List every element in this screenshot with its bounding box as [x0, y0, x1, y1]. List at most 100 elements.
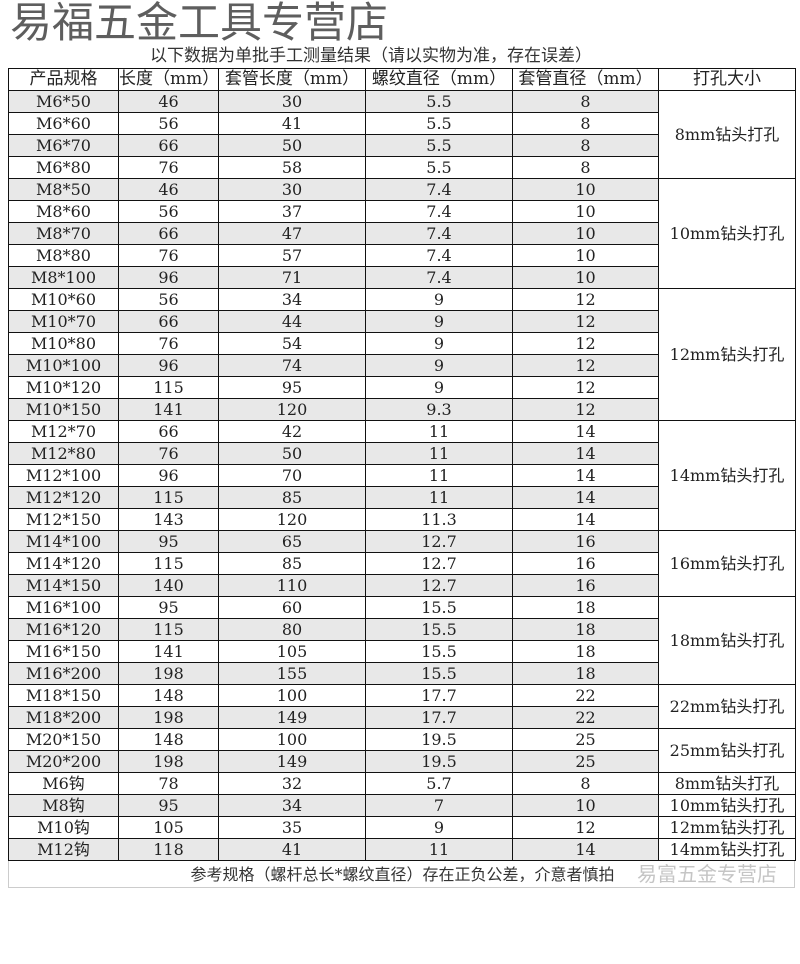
cell-thread-diameter: 9: [365, 332, 513, 355]
cell-sleeve-length: 71: [218, 266, 366, 289]
cell-sleeve-length: 80: [218, 618, 366, 641]
cell-thread-diameter: 5.5: [365, 112, 513, 135]
table-container: 产品规格 长度（mm） 套管长度（mm） 螺纹直径（mm） 套管直径（mm） 打…: [8, 68, 796, 888]
cell-drill-size: 10mm钻头打孔: [658, 178, 796, 289]
cell-sleeve-diameter: 12: [512, 398, 659, 421]
cell-length: 78: [118, 772, 219, 795]
cell-spec: M18*200: [8, 706, 119, 729]
cell-length: 198: [118, 706, 219, 729]
cell-sleeve-diameter: 22: [512, 684, 659, 707]
table-row: M10*120 115 95 9 12: [8, 376, 796, 399]
cell-sleeve-length: 105: [218, 640, 366, 663]
cell-sleeve-length: 85: [218, 552, 366, 575]
cell-thread-diameter: 11: [365, 442, 513, 465]
cell-sleeve-diameter: 8: [512, 156, 659, 179]
cell-thread-diameter: 5.5: [365, 156, 513, 179]
cell-spec: M10*120: [8, 376, 119, 399]
cell-sleeve-diameter: 12: [512, 816, 659, 839]
table-row: M12*80 76 50 11 14: [8, 442, 796, 465]
table-row: M12*70 66 42 11 14 14mm钻头打孔: [8, 420, 796, 531]
cell-sleeve-length: 95: [218, 376, 366, 399]
cell-spec: M8钩: [8, 794, 119, 817]
cell-thread-diameter: 11.3: [365, 508, 513, 531]
cell-thread-diameter: 19.5: [365, 728, 513, 751]
cell-spec: M20*150: [8, 728, 119, 751]
cell-sleeve-diameter: 25: [512, 728, 659, 751]
cell-length: 96: [118, 354, 219, 377]
cell-thread-diameter: 7.4: [365, 222, 513, 245]
cell-thread-diameter: 12.7: [365, 574, 513, 597]
cell-thread-diameter: 7.4: [365, 244, 513, 267]
cell-spec: M10*150: [8, 398, 119, 421]
cell-length: 115: [118, 486, 219, 509]
cell-spec: M6*80: [8, 156, 119, 179]
table-row: M10钩 105 35 9 12 12mm钻头打孔: [8, 816, 796, 839]
cell-sleeve-length: 30: [218, 178, 366, 201]
cell-length: 76: [118, 156, 219, 179]
cell-spec: M10*80: [8, 332, 119, 355]
cell-spec: M16*200: [8, 662, 119, 685]
cell-thread-diameter: 15.5: [365, 618, 513, 641]
cell-spec: M6*60: [8, 112, 119, 135]
cell-length: 148: [118, 684, 219, 707]
table-row: M14*100 95 65 12.7 16 16mm钻头打孔: [8, 530, 796, 597]
cell-sleeve-length: 30: [218, 90, 366, 113]
cell-sleeve-diameter: 14: [512, 442, 659, 465]
cell-spec: M14*150: [8, 574, 119, 597]
cell-sleeve-diameter: 8: [512, 112, 659, 135]
table-body: M6*50 46 30 5.5 8 8mm钻头打孔 M6*60 56 41 5.5 8 M6*70 66…: [8, 90, 796, 861]
table-row: M6*80 76 58 5.5 8: [8, 156, 796, 179]
cell-sleeve-diameter: 12: [512, 288, 659, 311]
cell-sleeve-diameter: 16: [512, 552, 659, 575]
cell-thread-diameter: 7.4: [365, 266, 513, 289]
cell-thread-diameter: 11: [365, 420, 513, 443]
cell-spec: M6钩: [8, 772, 119, 795]
cell-thread-diameter: 7: [365, 794, 513, 817]
cell-length: 46: [118, 178, 219, 201]
cell-sleeve-length: 34: [218, 288, 366, 311]
cell-spec: M10*60: [8, 288, 119, 311]
cell-sleeve-diameter: 14: [512, 464, 659, 487]
cell-thread-diameter: 9: [365, 310, 513, 333]
cell-length: 115: [118, 618, 219, 641]
cell-sleeve-length: 120: [218, 508, 366, 531]
table-row: M18*150 148 100 17.7 22 22mm钻头打孔: [8, 684, 796, 729]
cell-sleeve-diameter: 8: [512, 134, 659, 157]
table-row: M16*150 141 105 15.5 18: [8, 640, 796, 663]
cell-thread-diameter: 5.7: [365, 772, 513, 795]
table-row: M6*50 46 30 5.5 8 8mm钻头打孔: [8, 90, 796, 179]
cell-sleeve-length: 44: [218, 310, 366, 333]
cell-sleeve-length: 65: [218, 530, 366, 553]
footer-note: 参考规格（螺杆总长*螺纹直径）存在正负公差，介意者慎拍: [190, 865, 615, 884]
cell-length: 56: [118, 288, 219, 311]
cell-spec: M14*120: [8, 552, 119, 575]
cell-sleeve-length: 60: [218, 596, 366, 619]
cell-spec: M10*100: [8, 354, 119, 377]
cell-sleeve-length: 37: [218, 200, 366, 223]
cell-sleeve-length: 32: [218, 772, 366, 795]
cell-length: 198: [118, 750, 219, 773]
table-row: M8*80 76 57 7.4 10: [8, 244, 796, 267]
cell-sleeve-length: 149: [218, 706, 366, 729]
cell-sleeve-diameter: 10: [512, 266, 659, 289]
cell-drill-size: 8mm钻头打孔: [658, 90, 796, 179]
cell-spec: M20*200: [8, 750, 119, 773]
cell-sleeve-diameter: 18: [512, 618, 659, 641]
cell-spec: M12*120: [8, 486, 119, 509]
cell-drill-size: 12mm钻头打孔: [658, 288, 796, 421]
cell-drill-size: 22mm钻头打孔: [658, 684, 796, 729]
cell-spec: M12*100: [8, 464, 119, 487]
table-row: M8*60 56 37 7.4 10: [8, 200, 796, 223]
table-row: M18*200 198 149 17.7 22: [8, 706, 796, 729]
cell-spec: M8*60: [8, 200, 119, 223]
table-row: M14*150 140 110 12.7 16: [8, 574, 796, 597]
spec-table: 产品规格 长度（mm） 套管长度（mm） 螺纹直径（mm） 套管直径（mm） 打…: [8, 68, 796, 861]
cell-sleeve-length: 54: [218, 332, 366, 355]
header-sleeve-length: 套管长度（mm）: [218, 68, 366, 91]
cell-spec: M8*80: [8, 244, 119, 267]
cell-length: 115: [118, 552, 219, 575]
cell-sleeve-diameter: 14: [512, 838, 659, 861]
cell-sleeve-diameter: 16: [512, 530, 659, 553]
cell-drill-size: 8mm钻头打孔: [658, 772, 796, 795]
cell-sleeve-diameter: 10: [512, 200, 659, 223]
